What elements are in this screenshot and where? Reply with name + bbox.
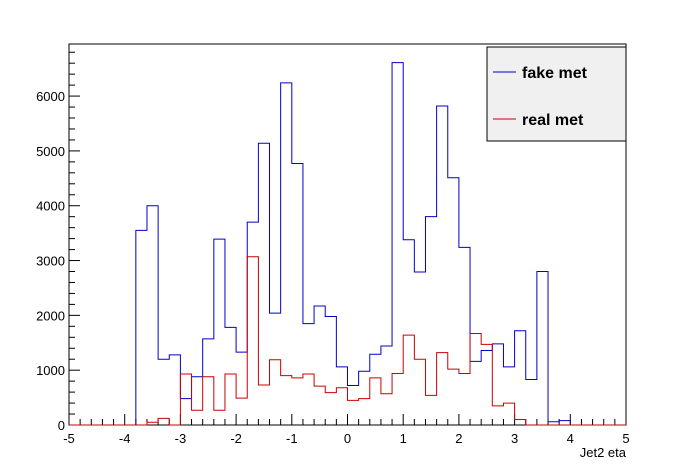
x-tick-label: -4 [119,431,131,446]
y-tick-label: 1000 [36,363,65,378]
y-tick-label: 3000 [36,254,65,269]
legend-label-fake-met: fake met [522,65,588,82]
series-layer [69,62,626,426]
x-tick-label: 5 [622,431,629,446]
x-tick-label: 2 [455,431,462,446]
x-tick-label: -1 [286,431,298,446]
legend: fake met real met [486,46,627,142]
x-tick-label: -2 [230,431,242,446]
y-tick-label: 5000 [36,144,65,159]
x-tick-label: -5 [63,431,75,446]
y-tick-label: 6000 [36,89,65,104]
x-tick-label: 1 [400,431,407,446]
y-tick-label: 0 [58,418,65,433]
axes: -5 -4 -3 -2 -1 0 1 2 3 4 5 0 1000 2000 3000 4000 5000 600… [36,51,630,446]
series-line-real-met [69,256,626,426]
x-tick-label: 4 [567,431,574,446]
y-tick-label: 4000 [36,199,65,214]
x-tick-label: 3 [511,431,518,446]
y-tick-label: 2000 [36,308,65,323]
legend-label-real-met: real met [522,112,584,129]
x-axis-title: Jet2 eta [580,445,627,460]
x-tick-label: 0 [344,431,351,446]
x-tick-label: -3 [175,431,187,446]
legend-box [486,46,627,142]
